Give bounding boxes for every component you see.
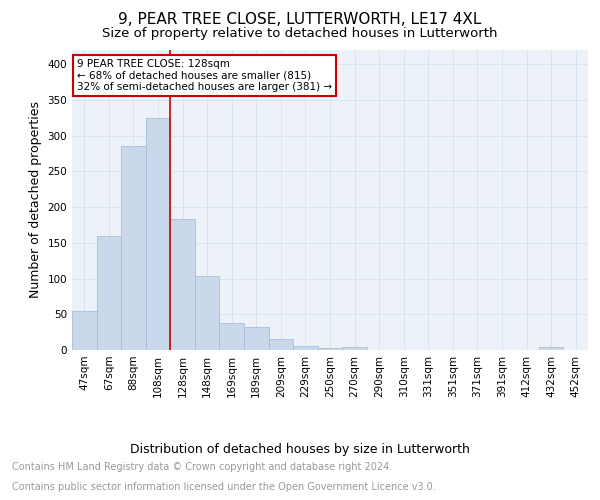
- Bar: [318, 348, 342, 350]
- Bar: [220, 323, 244, 350]
- Bar: [195, 276, 220, 350]
- Text: Contains HM Land Registry data © Crown copyright and database right 2024.: Contains HM Land Registry data © Crown c…: [12, 462, 392, 472]
- Bar: [539, 347, 563, 350]
- Text: 9 PEAR TREE CLOSE: 128sqm
← 68% of detached houses are smaller (815)
32% of semi: 9 PEAR TREE CLOSE: 128sqm ← 68% of detac…: [77, 59, 332, 92]
- Bar: [72, 310, 97, 350]
- Text: Size of property relative to detached houses in Lutterworth: Size of property relative to detached ho…: [102, 28, 498, 40]
- Bar: [244, 327, 269, 350]
- Text: Contains public sector information licensed under the Open Government Licence v3: Contains public sector information licen…: [12, 482, 436, 492]
- Bar: [342, 347, 367, 350]
- Bar: [97, 236, 121, 350]
- Text: 9, PEAR TREE CLOSE, LUTTERWORTH, LE17 4XL: 9, PEAR TREE CLOSE, LUTTERWORTH, LE17 4X…: [118, 12, 482, 28]
- Bar: [146, 118, 170, 350]
- Bar: [293, 346, 318, 350]
- Y-axis label: Number of detached properties: Number of detached properties: [29, 102, 42, 298]
- Text: Distribution of detached houses by size in Lutterworth: Distribution of detached houses by size …: [130, 442, 470, 456]
- Bar: [269, 338, 293, 350]
- Bar: [121, 146, 146, 350]
- Bar: [170, 218, 195, 350]
